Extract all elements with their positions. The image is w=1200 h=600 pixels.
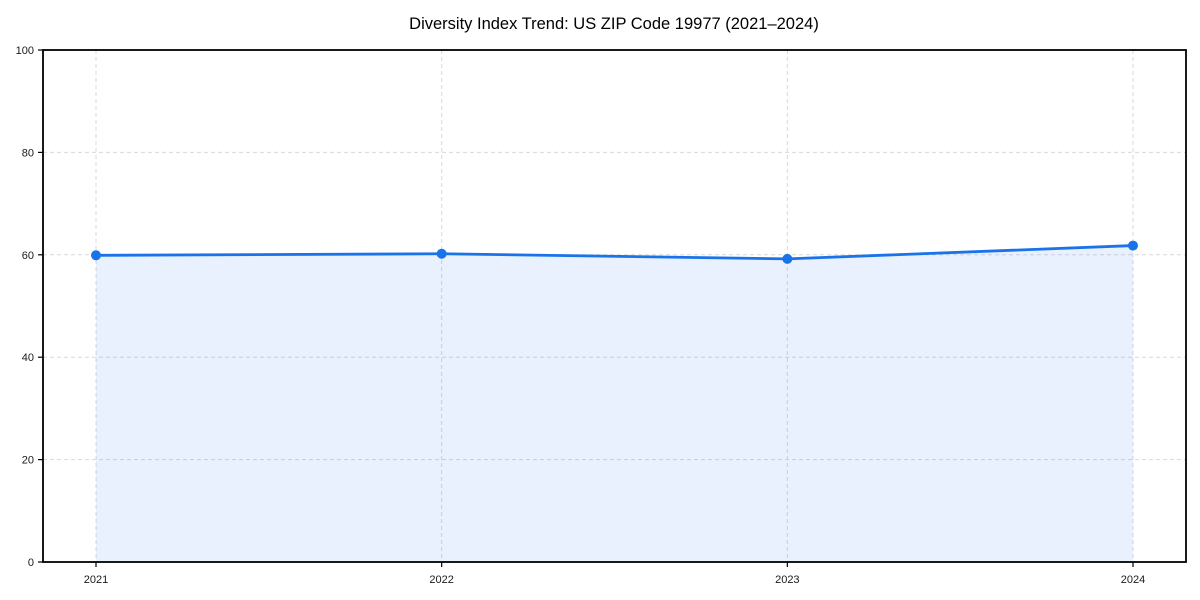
area-fill (96, 245, 1133, 563)
chart-layers: 0 20 40 60 80 100 2021 2022 2023 2024 (16, 45, 1187, 586)
y-tick-label: 20 (22, 455, 34, 467)
y-tick-label: 60 (22, 250, 34, 262)
y-tick-label: 40 (22, 352, 34, 364)
x-tick-label: 2023 (775, 574, 799, 586)
data-point-2022 (436, 248, 447, 259)
y-tick-label: 0 (28, 557, 34, 569)
y-tick-label: 80 (22, 147, 34, 159)
plot-area (43, 50, 1186, 562)
data-point-2023 (782, 253, 793, 264)
x-tick-label: 2024 (1121, 574, 1145, 586)
y-tick-label: 100 (16, 45, 34, 57)
data-point-2024 (1128, 240, 1138, 251)
data-point-2021 (91, 250, 101, 261)
axis-frame (42, 49, 1187, 563)
trend-line (94, 244, 1135, 261)
x-tick-label: 2021 (84, 574, 108, 586)
x-tick-label: 2022 (429, 574, 453, 586)
chart-title: Diversity Index Trend: US ZIP Code 19977… (409, 15, 819, 33)
